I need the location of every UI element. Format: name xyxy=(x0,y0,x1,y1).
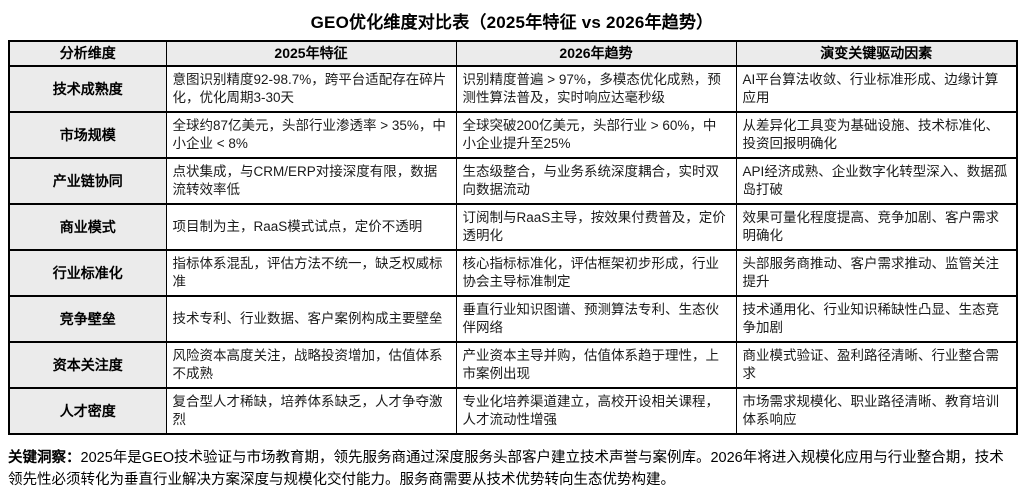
column-header-drivers: 演变关键驱动因素 xyxy=(735,39,1018,68)
cell-2025: 复合型人才稀缺，培养体系缺乏，人才争夺激烈 xyxy=(165,387,457,436)
cell-2026: 生态级整合，与业务系统深度耦合，实时双向数据流动 xyxy=(455,157,737,206)
cell-2025: 点状集成，与CRM/ERP对接深度有限，数据流转效率低 xyxy=(165,157,457,206)
row-dimension: 人才密度 xyxy=(8,387,167,436)
table-row: 商业模式 项目制为主，RaaS模式试点，定价不透明 订阅制与RaaS主导，按效果… xyxy=(8,203,1018,252)
cell-2025: 技术专利、行业数据、客户案例构成主要壁垒 xyxy=(165,295,457,344)
cell-2025: 风险资本高度关注，战略投资增加，估值体系不成熟 xyxy=(165,341,457,390)
cell-drivers: 从差异化工具变为基础设施、技术标准化、投资回报明确化 xyxy=(735,111,1018,160)
cell-drivers: 市场需求规模化、职业路径清晰、教育培训体系响应 xyxy=(735,387,1018,436)
row-dimension: 行业标准化 xyxy=(8,249,167,298)
cell-drivers: AI平台算法收敛、行业标准形成、边缘计算应用 xyxy=(735,65,1018,114)
cell-drivers: API经济成熟、企业数字化转型深入、数据孤岛打破 xyxy=(735,157,1018,206)
cell-2025: 全球约87亿美元，头部行业渗透率 > 35%，中小企业 < 8% xyxy=(165,111,457,160)
cell-2026: 专业化培养渠道建立，高校开设相关课程，人才流动性增强 xyxy=(455,387,737,436)
cell-2026: 核心指标标准化，评估框架初步形成，行业协会主导标准制定 xyxy=(455,249,737,298)
cell-drivers: 头部服务商推动、客户需求推动、监管关注提升 xyxy=(735,249,1018,298)
row-dimension: 技术成熟度 xyxy=(8,65,167,114)
cell-drivers: 效果可量化程度提高、竞争加剧、客户需求明确化 xyxy=(735,203,1018,252)
header-row: 分析维度 2025年特征 2026年趋势 演变关键驱动因素 xyxy=(8,39,1018,68)
column-header-2026: 2026年趋势 xyxy=(455,39,737,68)
column-header-dimension: 分析维度 xyxy=(8,39,167,68)
table-row: 人才密度 复合型人才稀缺，培养体系缺乏，人才争夺激烈 专业化培养渠道建立，高校开… xyxy=(8,387,1018,436)
table-row: 市场规模 全球约87亿美元，头部行业渗透率 > 35%，中小企业 < 8% 全球… xyxy=(8,111,1018,160)
row-dimension: 资本关注度 xyxy=(8,341,167,390)
key-insight-label: 关键洞察： xyxy=(8,450,81,467)
cell-2026: 全球突破200亿美元，头部行业 > 60%，中小企业提升至25% xyxy=(455,111,737,160)
table-row: 资本关注度 风险资本高度关注，战略投资增加，估值体系不成熟 产业资本主导并购，估… xyxy=(8,341,1018,390)
row-dimension: 产业链协同 xyxy=(8,157,167,206)
column-header-2025: 2025年特征 xyxy=(165,39,457,68)
table-row: 行业标准化 指标体系混乱，评估方法不统一，缺乏权威标准 核心指标标准化，评估框架… xyxy=(8,249,1018,298)
cell-2026: 产业资本主导并购，估值体系趋于理性，上市案例出现 xyxy=(455,341,737,390)
cell-drivers: 技术通用化、行业知识稀缺性凸显、生态竞争加剧 xyxy=(735,295,1018,344)
row-dimension: 市场规模 xyxy=(8,111,167,160)
comparison-table: 分析维度 2025年特征 2026年趋势 演变关键驱动因素 技术成熟度 意图识别… xyxy=(8,39,1018,436)
cell-2026: 垂直行业知识图谱、预测算法专利、生态伙伴网络 xyxy=(455,295,737,344)
cell-2025: 项目制为主，RaaS模式试点，定价不透明 xyxy=(165,203,457,252)
row-dimension: 竞争壁垒 xyxy=(8,295,167,344)
key-insight: 关键洞察：2025年是GEO技术验证与市场教育期，领先服务商通过深度服务头部客户… xyxy=(8,448,1016,486)
key-insight-text: 2025年是GEO技术验证与市场教育期，领先服务商通过深度服务头部客户建立技术声… xyxy=(8,450,1004,486)
table-row: 竞争壁垒 技术专利、行业数据、客户案例构成主要壁垒 垂直行业知识图谱、预测算法专… xyxy=(8,295,1018,344)
row-dimension: 商业模式 xyxy=(8,203,167,252)
cell-2026: 订阅制与RaaS主导，按效果付费普及，定价透明化 xyxy=(455,203,737,252)
page-title: GEO优化维度对比表（2025年特征 vs 2026年趋势） xyxy=(310,13,714,32)
cell-2025: 指标体系混乱，评估方法不统一，缺乏权威标准 xyxy=(165,249,457,298)
cell-2026: 识别精度普遍 > 97%，多模态优化成熟，预测性算法普及，实时响应达毫秒级 xyxy=(455,65,737,114)
cell-2025: 意图识别精度92-98.7%，跨平台适配存在碎片化，优化周期3-30天 xyxy=(165,65,457,114)
cell-drivers: 商业模式验证、盈利路径清晰、行业整合需求 xyxy=(735,341,1018,390)
table-row: 产业链协同 点状集成，与CRM/ERP对接深度有限，数据流转效率低 生态级整合，… xyxy=(8,157,1018,206)
table-row: 技术成熟度 意图识别精度92-98.7%，跨平台适配存在碎片化，优化周期3-30… xyxy=(8,65,1018,114)
